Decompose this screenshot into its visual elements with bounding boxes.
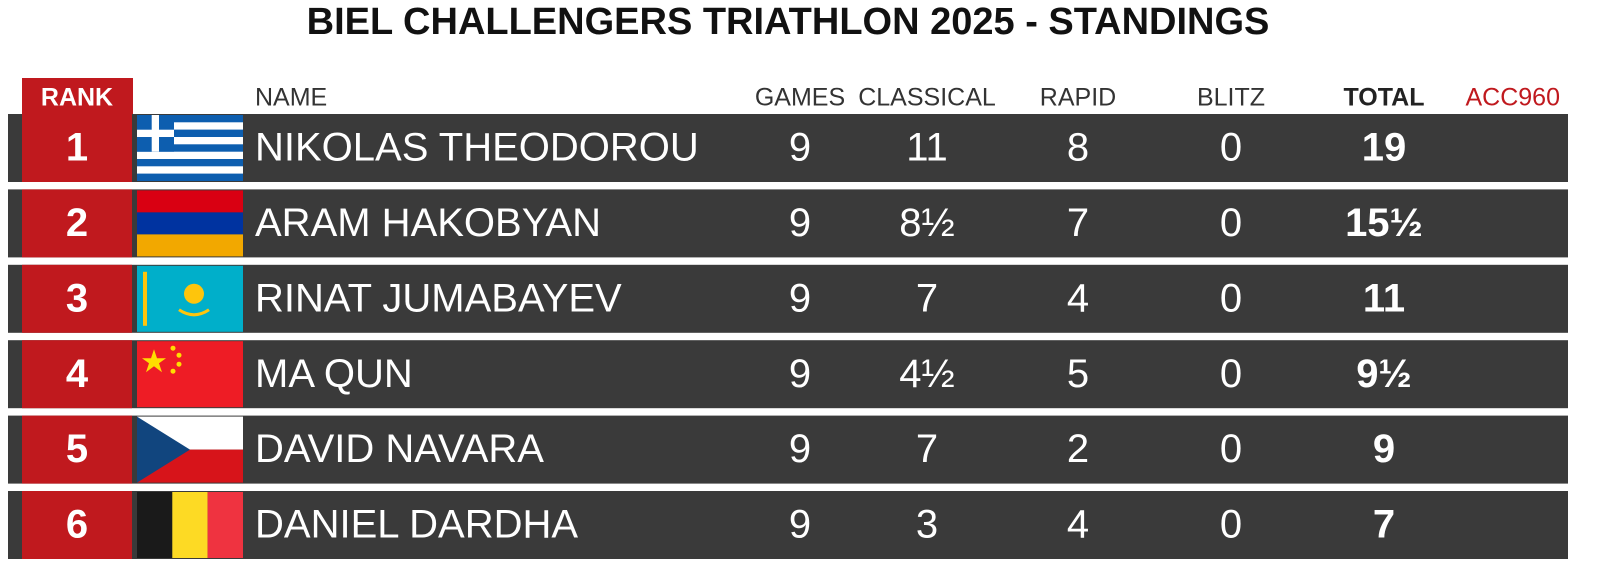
- column-header: ACC960: [1466, 84, 1561, 112]
- score-cell: 4: [66, 352, 89, 396]
- rank-bg: [22, 415, 132, 484]
- score-cell: 3: [916, 503, 938, 547]
- row-bg: [8, 189, 1568, 258]
- score-cell: 2: [1067, 427, 1089, 471]
- score-cell: 7: [1067, 201, 1089, 245]
- rank-bg: [22, 491, 132, 559]
- score-cell: 0: [1220, 352, 1242, 396]
- score-cell: 0: [1220, 126, 1242, 170]
- score-cell: 7: [916, 427, 938, 471]
- score-cell: 19: [1362, 126, 1407, 170]
- column-header: NAME: [255, 84, 327, 112]
- column-header: TOTAL: [1343, 84, 1424, 112]
- score-cell: 9: [789, 352, 811, 396]
- column-header: GAMES: [755, 84, 845, 112]
- score-cell: 9: [789, 276, 811, 320]
- score-cell: 9: [789, 126, 811, 170]
- score-cell: 7: [1373, 503, 1395, 547]
- flag-icon: [137, 341, 243, 408]
- row-bg: [8, 415, 1568, 484]
- score-cell: 11: [1363, 276, 1405, 320]
- standings-row: 1 NIKOLAS THEODOROU 9 11 8 0 19: [8, 114, 1568, 182]
- score-cell: 0: [1220, 503, 1242, 547]
- score-cell: 9: [789, 427, 811, 471]
- score-cell: 11: [906, 126, 948, 170]
- row-bg: [8, 114, 1568, 182]
- standings-row: 5 DAVID NAVARA 9 7 2 0 9: [8, 415, 1568, 484]
- rank-bg: [22, 114, 132, 182]
- page-title: BIEL CHALLENGERS TRIATHLON 2025 - STANDI…: [307, 1, 1270, 43]
- column-header: RAPID: [1040, 84, 1116, 112]
- score-cell: 4: [1067, 503, 1089, 547]
- score-cell: 9: [1373, 427, 1395, 471]
- score-cell: 0: [1220, 427, 1242, 471]
- column-header: CLASSICAL: [858, 84, 996, 112]
- flag-icon: [137, 115, 243, 181]
- score-cell: 4: [1067, 276, 1089, 320]
- player-name: DANIEL DARDHA: [255, 503, 578, 547]
- flag-icon: [137, 492, 243, 558]
- score-cell: 5: [1067, 352, 1089, 396]
- score-cell: 5: [66, 427, 88, 471]
- score-cell: 3: [66, 276, 88, 320]
- score-cell: 0: [1220, 201, 1242, 245]
- rank-bg: [22, 264, 132, 333]
- score-cell: 0: [1220, 276, 1242, 320]
- score-cell: 8: [1067, 126, 1089, 170]
- flag-icon: [137, 416, 243, 483]
- player-name: MA QUN: [255, 352, 413, 396]
- score-cell: 6: [66, 503, 88, 547]
- column-header: BLITZ: [1197, 84, 1265, 112]
- rank-header-bg: [22, 78, 133, 114]
- score-cell: 9: [789, 201, 811, 245]
- score-cell: 9: [789, 503, 811, 547]
- row-bg: [8, 491, 1568, 559]
- score-cell: 4½: [899, 352, 955, 396]
- standings-row: 3 RINAT JUMABAYEV 9 7 4 0 11: [8, 264, 1568, 334]
- player-name: NIKOLAS THEODOROU: [255, 126, 699, 170]
- score-cell: 9½: [1356, 352, 1412, 396]
- player-name: DAVID NAVARA: [255, 427, 544, 471]
- row-bg: [8, 264, 1568, 333]
- row-bg: [8, 340, 1568, 409]
- score-cell: 2: [66, 201, 88, 245]
- flag-icon: [135, 264, 245, 334]
- column-header: RANK: [41, 84, 113, 112]
- player-name: RINAT JUMABAYEV: [255, 276, 622, 320]
- rank-bg: [22, 340, 132, 409]
- standings-row: 2 ARAM HAKOBYAN 9 8½ 7 0 15½: [8, 189, 1568, 258]
- standings-row: 4 MA QUN 9 4½ 5 0 9½: [8, 340, 1568, 409]
- score-cell: 7: [916, 276, 938, 320]
- score-cell: 15½: [1345, 201, 1423, 245]
- flag-icon: [137, 190, 243, 257]
- player-name: ARAM HAKOBYAN: [255, 201, 601, 245]
- score-cell: 8½: [899, 201, 955, 245]
- rank-bg: [22, 189, 132, 258]
- score-cell: 1: [66, 126, 88, 170]
- standings-row: 6 DANIEL DARDHA 9 3 4 0 7: [8, 491, 1568, 559]
